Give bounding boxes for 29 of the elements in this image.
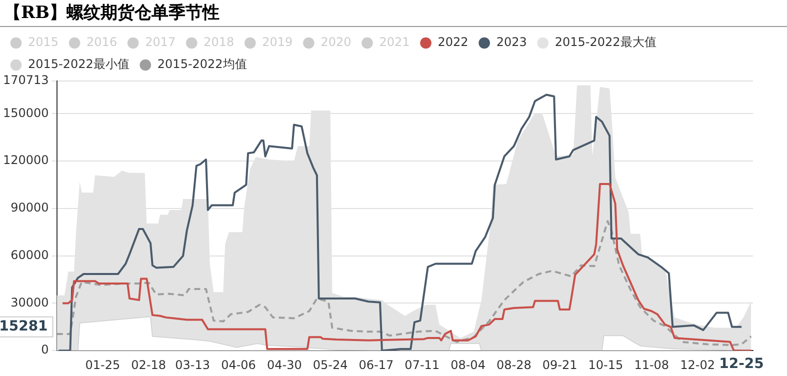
- x-tick-label: 06-17: [358, 358, 394, 372]
- x-tick-label: 01-25: [85, 358, 120, 372]
- x-tick-label: 08-04: [450, 358, 486, 372]
- y-tick-label: 30000: [10, 295, 49, 310]
- x-tick-label: 07-11: [404, 358, 440, 372]
- legend-label: 2015-2022最大值: [554, 35, 656, 50]
- x-tick-label: 12-02: [680, 358, 715, 372]
- legend-label: 2015-2022最小值: [28, 57, 130, 72]
- chart-title: 【RB】螺纹期货仓单季节性: [0, 0, 787, 27]
- y-tick-label: 120000: [2, 153, 49, 168]
- x-tick-label: 10-15: [588, 358, 624, 372]
- x-tick-label: 05-24: [312, 358, 348, 372]
- x-tick-label: 04-30: [266, 358, 302, 372]
- x-tick-label: 08-28: [496, 358, 532, 372]
- x-tick-label: 02-18: [131, 358, 166, 372]
- legend-label: 2015-2022均值: [157, 57, 247, 72]
- legend-label: 2023: [496, 35, 527, 50]
- x-tick-label: 11-08: [634, 358, 670, 372]
- text: 15281: [0, 318, 48, 335]
- y-tick-label: 170713: [2, 73, 49, 88]
- text: 12-25: [719, 356, 764, 372]
- y-tick-label: 0: [41, 342, 49, 357]
- x-tick-label: 03-13: [175, 358, 210, 372]
- legend-label: 2022: [438, 35, 468, 50]
- y-tick-label: 90000: [10, 200, 49, 215]
- y-tick-label: 150000: [2, 106, 49, 120]
- y-tick-label: 60000: [10, 248, 49, 262]
- x-tick-label: 04-06: [221, 358, 256, 372]
- x-tick-label: 09-21: [542, 358, 578, 372]
